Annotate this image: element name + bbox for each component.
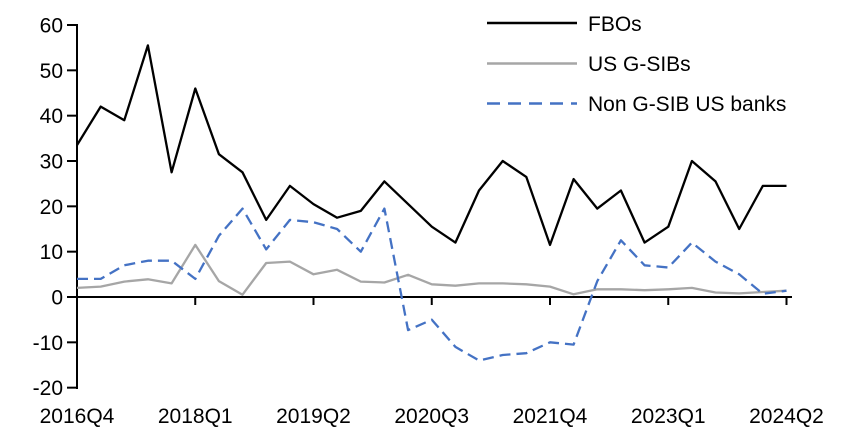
series-line-fbos [76,44,787,247]
y-tick-label: 60 [40,15,63,38]
y-tick-label: 0 [51,287,63,310]
plot-series [76,44,787,362]
series-line-non-g-sib-us-banks [77,207,787,362]
y-tick-label: -20 [33,377,63,400]
legend-label-fbos: FBOs [588,13,642,36]
y-tick-label: 20 [40,196,63,219]
x-tick-label: 2024Q2 [749,405,824,428]
legend-label-us-g-sibs: US G-SIBs [588,53,691,76]
x-tick-label: 2020Q3 [394,405,469,428]
x-tick-label: 2018Q1 [158,405,233,428]
legend-label-non-gsib-us-banks: Non G-SIB US banks [588,93,786,116]
series-line-us-g-sibs [76,243,787,296]
y-tick-label: 50 [40,60,63,83]
legend: FBOs US G-SIBs Non G-SIB US banks [487,13,786,116]
x-tick-label: 2019Q2 [276,405,351,428]
y-tick-label: 30 [40,151,63,174]
y-tick-label: 40 [40,105,63,128]
y-tick-label: -10 [33,332,63,355]
y-tick-label: 10 [40,241,63,264]
x-tick-label: 2023Q1 [631,405,706,428]
x-tick-label: 2016Q4 [40,405,115,428]
axes: 60 50 40 30 20 10 0 -10 -20 2016Q4 2018Q1 2019Q2 202… [33,15,824,428]
x-tick-label: 2021Q4 [513,405,588,428]
